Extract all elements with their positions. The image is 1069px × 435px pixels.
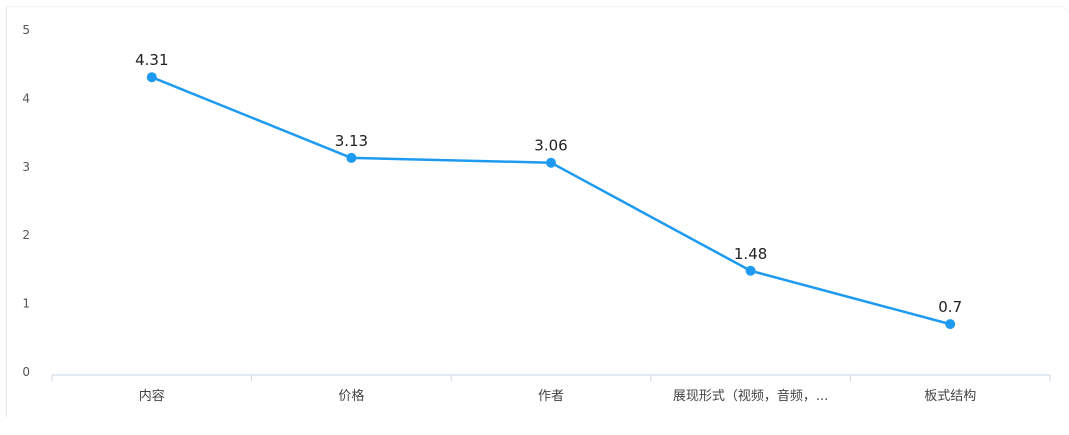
x-axis: 内容 价格 作者 展现形式（视频，音频，... 板式结构 [51, 374, 1051, 404]
x-tick-label: 板式结构 [924, 389, 976, 404]
data-point [945, 319, 956, 330]
series-line-group: 4.31 3.13 3.06 1.48 0.7 [135, 51, 962, 330]
y-axis: 0 1 2 3 4 5 [22, 23, 30, 379]
data-label: 1.48 [734, 245, 767, 263]
y-tick-label: 0 [22, 365, 30, 379]
data-point [745, 265, 756, 276]
y-tick-label: 4 [22, 91, 30, 105]
y-tick-label: 5 [22, 23, 30, 37]
data-label: 3.06 [534, 137, 567, 155]
y-tick-label: 2 [22, 228, 30, 242]
series-line [150, 75, 952, 326]
data-point [346, 152, 357, 163]
y-tick-label: 3 [22, 160, 30, 174]
y-tick-label: 1 [22, 297, 30, 311]
x-tick-label: 展现形式（视频，音频，... [673, 388, 828, 404]
data-label: 3.13 [335, 132, 368, 150]
chart-frame [6, 6, 1069, 417]
x-tick-label: 作者 [538, 389, 564, 404]
data-point [146, 72, 157, 83]
data-label: 0.7 [938, 298, 962, 316]
data-point [546, 157, 556, 168]
x-tick-label: 内容 [139, 388, 165, 404]
data-label: 4.31 [135, 51, 168, 69]
x-tick-label: 价格 [338, 388, 364, 404]
